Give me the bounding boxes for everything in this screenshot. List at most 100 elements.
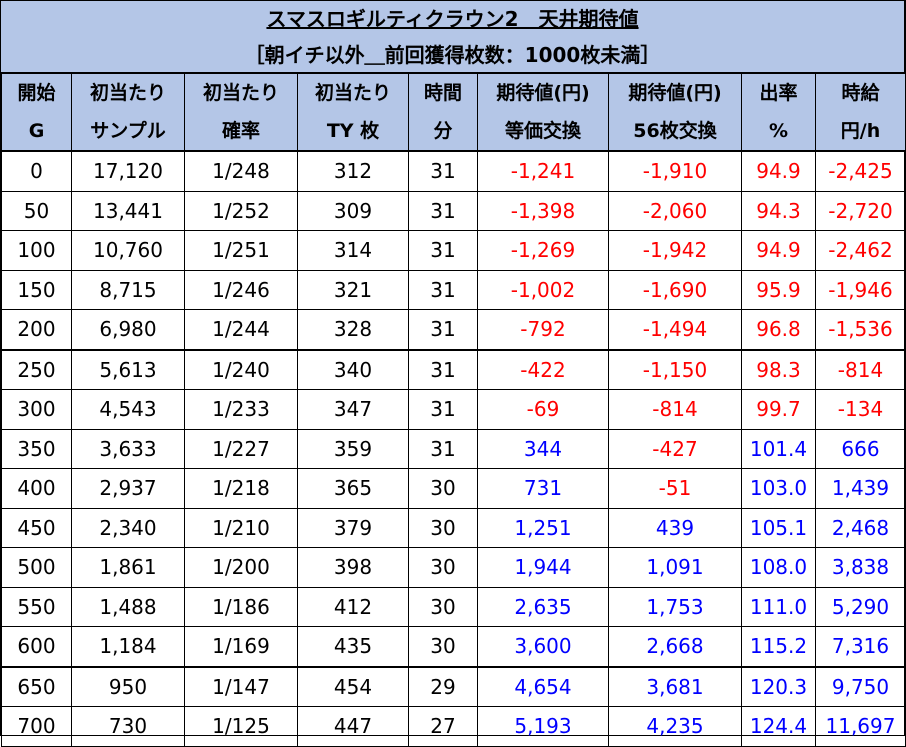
column-header-top: 時間 [408, 73, 478, 112]
table-cell: -814 [608, 389, 742, 430]
table-cell: 447 [297, 706, 409, 747]
table-cell: 1,091 [608, 547, 742, 588]
table-cell: 3,838 [815, 547, 906, 588]
table-cell: -1,150 [608, 349, 742, 390]
table-title: スマスロギルティクラウン2 天井期待値 [1, 1, 904, 37]
table-cell: 340 [297, 349, 409, 390]
title-block: スマスロギルティクラウン2 天井期待値 ［朝イチ以外＿前回獲得枚数：1000枚未… [1, 1, 904, 73]
table-row: 600 1,184 1/169 435 30 3,600 2,668 115.2 7,316 [1, 626, 906, 668]
table-cell: 700 [1, 706, 72, 747]
table-cell: 99.7 [741, 389, 816, 430]
table-cell: 1/227 [184, 428, 298, 469]
expectation-table: 開始 初当たり 初当たり 初当たり 時間 期待値(円) 期待値(円) 出率 時給 G サンプル 確率… [1, 73, 906, 747]
table-cell: 101.4 [741, 428, 816, 469]
table-row: 350 3,633 1/227 359 31 344 -427 101.4 666 [1, 428, 906, 469]
table-cell: -792 [477, 309, 609, 351]
table-cell: 435 [297, 626, 409, 668]
table-cell: 412 [297, 586, 409, 627]
table-cell: -1,536 [815, 309, 906, 351]
table-cell: 1,753 [608, 586, 742, 627]
table-row: 700 730 1/125 447 27 5,193 4,235 124.4 11,697 [1, 706, 906, 747]
table-cell: -1,398 [477, 190, 609, 231]
table-cell: 3,681 [608, 666, 742, 707]
table-cell: 9,750 [815, 666, 906, 707]
table-cell: -2,462 [815, 230, 906, 271]
table-cell: 11,697 [815, 706, 906, 747]
table-cell: 650 [1, 666, 72, 707]
table-cell: 1,488 [71, 586, 185, 627]
table-cell: -1,946 [815, 269, 906, 310]
table-cell: 31 [408, 230, 478, 271]
table-cell: 600 [1, 626, 72, 668]
table-cell: 1/244 [184, 309, 298, 351]
table-cell: 2,668 [608, 626, 742, 668]
table-cell: 1/169 [184, 626, 298, 668]
table-cell: 31 [408, 150, 478, 192]
header-row-1: 開始 初当たり 初当たり 初当たり 時間 期待値(円) 期待値(円) 出率 時給 [1, 73, 906, 112]
table-cell: -2,425 [815, 150, 906, 192]
table-cell: 1,439 [815, 468, 906, 509]
table-cell: 30 [408, 468, 478, 509]
table-cell: 31 [408, 190, 478, 231]
table-row: 100 10,760 1/251 314 31 -1,269 -1,942 94.9 -2,46… [1, 230, 906, 271]
table-cell: 200 [1, 309, 72, 351]
table-cell: 1/246 [184, 269, 298, 310]
table-cell: 1,944 [477, 547, 609, 588]
column-header-top: 初当たり [184, 73, 298, 112]
table-cell: -1,494 [608, 309, 742, 351]
table-cell: 1,251 [477, 507, 609, 548]
table-cell: 95.9 [741, 269, 816, 310]
column-header-bottom: 確率 [184, 112, 298, 152]
table-cell: 108.0 [741, 547, 816, 588]
table-cell: 730 [71, 706, 185, 747]
table-cell: 124.4 [741, 706, 816, 747]
table-cell: 1/218 [184, 468, 298, 509]
table-cell: 365 [297, 468, 409, 509]
table-cell: 2,468 [815, 507, 906, 548]
table-cell: 0 [1, 150, 72, 192]
column-header-top: 期待値(円) [608, 73, 742, 112]
table-row: 550 1,488 1/186 412 30 2,635 1,753 111.0 5,290 [1, 586, 906, 627]
table-cell: -2,720 [815, 190, 906, 231]
table-cell: 7,316 [815, 626, 906, 668]
table-cell: -51 [608, 468, 742, 509]
table-body: 0 17,120 1/248 312 31 -1,241 -1,910 94.9 -2,425 5… [1, 150, 906, 747]
table-cell: -1,942 [608, 230, 742, 271]
table-cell: 31 [408, 389, 478, 430]
table-cell: 1/248 [184, 150, 298, 192]
table-cell: 1/125 [184, 706, 298, 747]
column-header-bottom: 円/h [815, 112, 906, 152]
table-row: 650 950 1/147 454 29 4,654 3,681 120.3 9,750 [1, 666, 906, 707]
table-cell: 115.2 [741, 626, 816, 668]
table-cell: 98.3 [741, 349, 816, 390]
table-cell: 5,613 [71, 349, 185, 390]
table-cell: -2,060 [608, 190, 742, 231]
table-cell: 309 [297, 190, 409, 231]
table-cell: 312 [297, 150, 409, 192]
table-row: 250 5,613 1/240 340 31 -422 -1,150 98.3 -814 [1, 349, 906, 390]
column-header-top: 期待値(円) [477, 73, 609, 112]
table-cell: 31 [408, 309, 478, 351]
table-cell: 344 [477, 428, 609, 469]
table-cell: 30 [408, 507, 478, 548]
table-cell: 2,635 [477, 586, 609, 627]
table-cell: 105.1 [741, 507, 816, 548]
column-header-bottom: 等価交換 [477, 112, 609, 152]
table-cell: 359 [297, 428, 409, 469]
column-header-top: 開始 [1, 73, 72, 112]
table-cell: 103.0 [741, 468, 816, 509]
table-cell: 1/233 [184, 389, 298, 430]
table-cell: 31 [408, 269, 478, 310]
column-header-bottom: 分 [408, 112, 478, 152]
table-cell: 6,980 [71, 309, 185, 351]
column-header-top: 時給 [815, 73, 906, 112]
column-header-top: 初当たり [71, 73, 185, 112]
table-cell: 30 [408, 547, 478, 588]
table-cell: 550 [1, 586, 72, 627]
column-header-bottom: G [1, 112, 72, 152]
table-row: 500 1,861 1/200 398 30 1,944 1,091 108.0 3,838 [1, 547, 906, 588]
table-cell: 4,235 [608, 706, 742, 747]
table-cell: 1/200 [184, 547, 298, 588]
table-cell: 1/186 [184, 586, 298, 627]
